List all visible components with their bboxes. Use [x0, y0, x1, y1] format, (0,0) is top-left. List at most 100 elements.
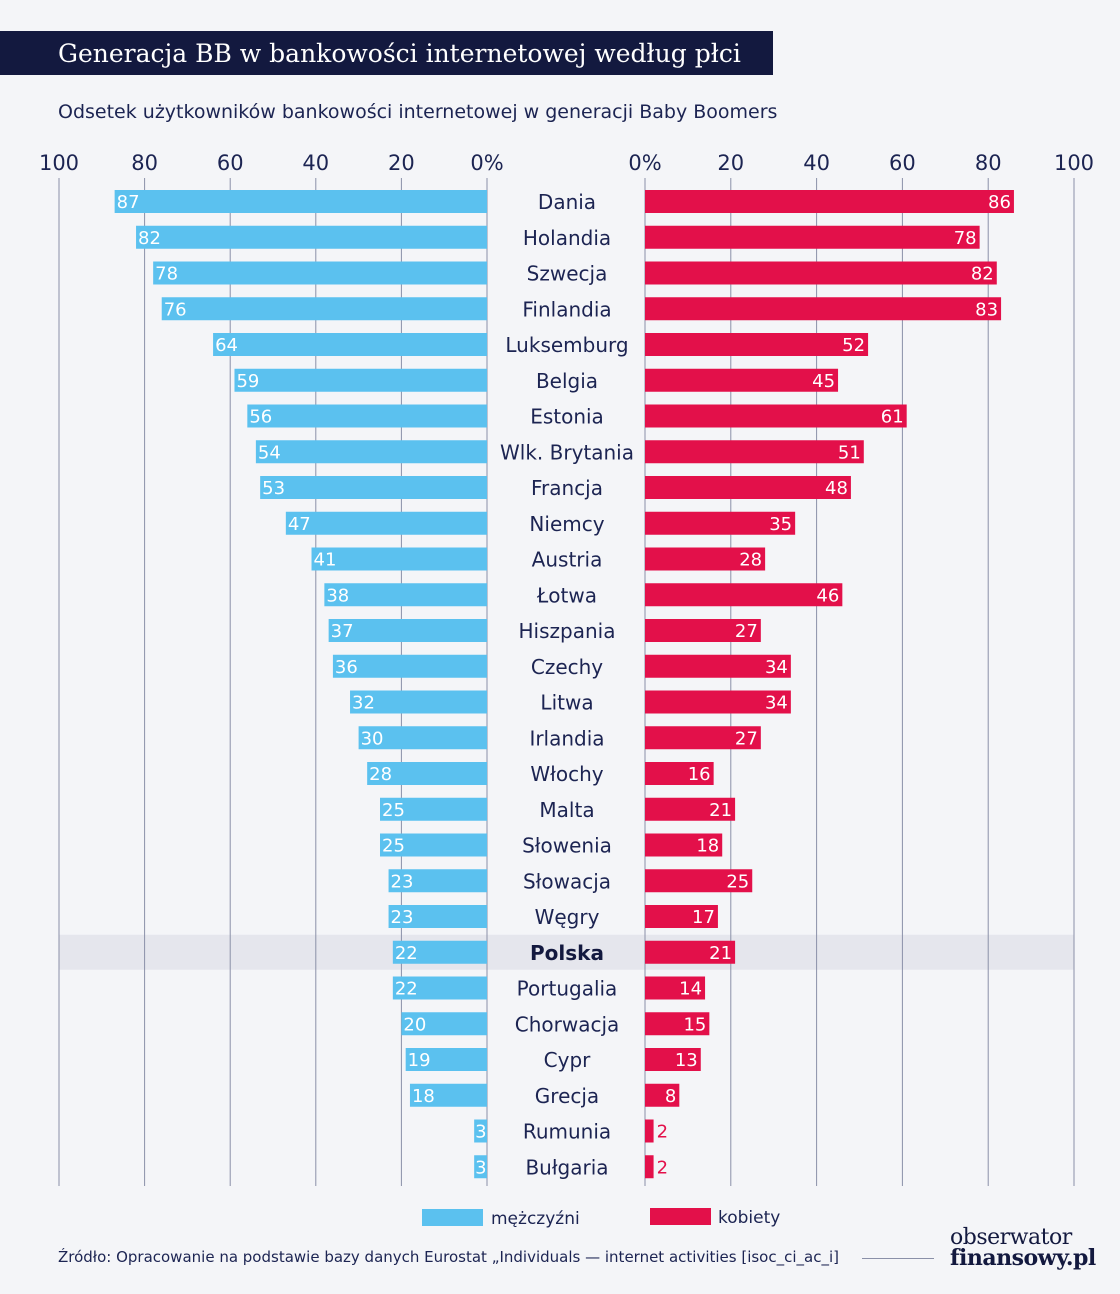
category-label-3: Finlandia: [522, 297, 611, 321]
category-label-22: Portugalia: [517, 977, 618, 1001]
bar-women-22: [645, 976, 706, 1000]
label-women-2: 82: [971, 264, 994, 285]
label-women-18: 18: [696, 836, 719, 857]
logo-line1: obserwator: [950, 1225, 1072, 1250]
label-women-0: 86: [988, 192, 1011, 213]
label-women-10: 28: [739, 550, 762, 571]
label-men-4: 64: [215, 335, 238, 356]
category-label-18: Słowenia: [522, 834, 612, 858]
category-label-15: Irlandia: [529, 726, 604, 750]
label-men-6: 56: [249, 407, 272, 428]
category-label-10: Austria: [532, 548, 603, 572]
bar-men-4: [213, 333, 487, 356]
label-men-20: 23: [391, 907, 414, 928]
label-women-17: 21: [709, 800, 732, 821]
bar-women-17: [645, 797, 736, 821]
label-men-21: 22: [395, 943, 418, 964]
right-tick-label-3: 60: [889, 151, 916, 175]
label-women-21: 21: [709, 943, 732, 964]
label-men-7: 54: [258, 442, 281, 463]
label-women-7: 51: [838, 442, 861, 463]
category-label-26: Rumunia: [523, 1120, 611, 1144]
bar-men-14: [350, 690, 487, 714]
bar-men-27: [474, 1155, 487, 1179]
source-divider: [862, 1258, 934, 1259]
label-women-12: 27: [735, 621, 758, 642]
bar-women-21: [645, 940, 736, 964]
category-label-1: Holandia: [523, 226, 611, 250]
bar-men-7: [255, 440, 487, 464]
label-women-25: 8: [665, 1086, 676, 1107]
category-label-27: Bułgaria: [525, 1155, 608, 1179]
bar-men-0: [114, 190, 487, 213]
label-men-5: 59: [236, 371, 259, 392]
bar-men-20: [388, 905, 487, 928]
label-women-9: 35: [769, 514, 792, 535]
category-label-7: Wlk. Brytania: [500, 440, 634, 464]
bar-men-21: [392, 940, 487, 964]
right-tick-label-4: 80: [975, 151, 1002, 175]
category-label-23: Chorwacja: [515, 1012, 620, 1036]
label-women-3: 83: [975, 299, 998, 320]
category-label-12: Hiszpania: [519, 619, 616, 643]
category-label-17: Malta: [539, 798, 594, 822]
label-women-15: 27: [735, 728, 758, 749]
category-label-8: Francja: [531, 476, 603, 500]
label-men-0: 87: [117, 192, 140, 213]
label-men-23: 20: [403, 1014, 426, 1035]
bar-women-8: [645, 476, 851, 499]
bar-women-3: [645, 297, 1002, 321]
left-tick-label-0: 100: [39, 151, 79, 175]
label-men-25: 18: [412, 1086, 435, 1107]
label-men-8: 53: [262, 478, 285, 499]
right-tick-label-2: 40: [803, 151, 830, 175]
label-men-9: 47: [288, 514, 311, 535]
bar-women-15: [645, 726, 761, 750]
label-men-16: 28: [369, 764, 392, 785]
label-women-5: 45: [812, 371, 835, 392]
bar-men-10: [311, 547, 487, 571]
label-men-27: 3: [475, 1157, 486, 1178]
label-men-3: 76: [164, 299, 187, 320]
bar-women-12: [645, 619, 761, 642]
label-women-20: 17: [692, 907, 715, 928]
bar-men-19: [388, 869, 487, 893]
category-label-5: Belgia: [536, 369, 598, 393]
label-men-24: 19: [408, 1050, 431, 1071]
bar-women-18: [645, 833, 723, 857]
label-women-13: 34: [765, 657, 788, 678]
left-tick-label-2: 60: [217, 151, 244, 175]
category-label-21: Polska: [530, 941, 604, 965]
bar-women-13: [645, 654, 791, 678]
category-label-0: Dania: [538, 190, 596, 214]
chart-subtitle: Odsetek użytkowników bankowości internet…: [58, 101, 778, 123]
bar-men-22: [392, 976, 487, 1000]
bar-women-23: [645, 1012, 710, 1036]
bar-women-7: [645, 440, 864, 464]
left-tick-label-4: 20: [388, 151, 415, 175]
legend-swatch-men: [422, 1209, 483, 1226]
label-women-8: 48: [825, 478, 848, 499]
label-men-10: 41: [314, 550, 337, 571]
bar-women-26: [645, 1119, 654, 1143]
label-women-4: 52: [842, 335, 865, 356]
bar-men-15: [358, 726, 487, 750]
label-women-26: 2: [657, 1122, 668, 1143]
right-tick-label-1: 20: [717, 151, 744, 175]
category-label-24: Cypr: [544, 1048, 591, 1072]
label-men-19: 23: [391, 871, 414, 892]
label-women-19: 25: [726, 871, 749, 892]
category-label-9: Niemcy: [529, 512, 604, 536]
label-women-23: 15: [683, 1014, 706, 1035]
label-women-16: 16: [688, 764, 711, 785]
bar-women-14: [645, 690, 791, 714]
bar-women-24: [645, 1048, 701, 1071]
logo-line2: finansowy.pl: [950, 1245, 1096, 1271]
label-men-2: 78: [155, 264, 178, 285]
bar-men-9: [285, 511, 487, 535]
label-men-26: 3: [475, 1122, 486, 1143]
legend-label-men: mężczyźni: [491, 1209, 580, 1229]
label-men-22: 22: [395, 979, 418, 1000]
bar-men-17: [380, 797, 487, 821]
